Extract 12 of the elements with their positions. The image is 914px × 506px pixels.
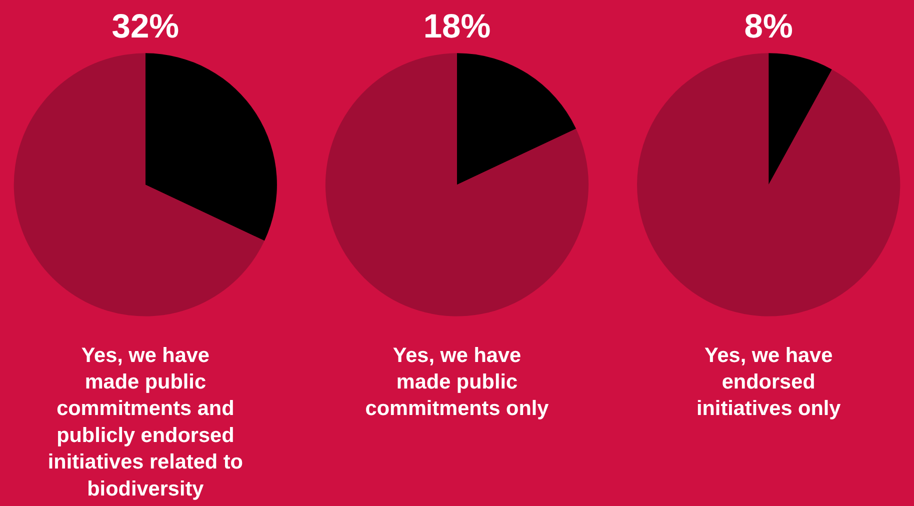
pie-slice [637,53,900,316]
data-label: 8% [744,8,793,46]
text: Yes, we have made public commitments only [365,344,550,420]
text: Yes, we have made public commitments and publicly endorsed initiatives related to biodiversity [48,344,243,500]
data-label: 32% [112,8,180,46]
data-label: 18% [423,8,491,46]
pie-slice [325,53,588,316]
pie-slice [145,53,277,241]
pie-slice [457,53,576,185]
pie-slice [14,53,264,316]
pie-slice [768,53,832,185]
text: Yes, we have endorsed initiatives only [696,344,842,420]
